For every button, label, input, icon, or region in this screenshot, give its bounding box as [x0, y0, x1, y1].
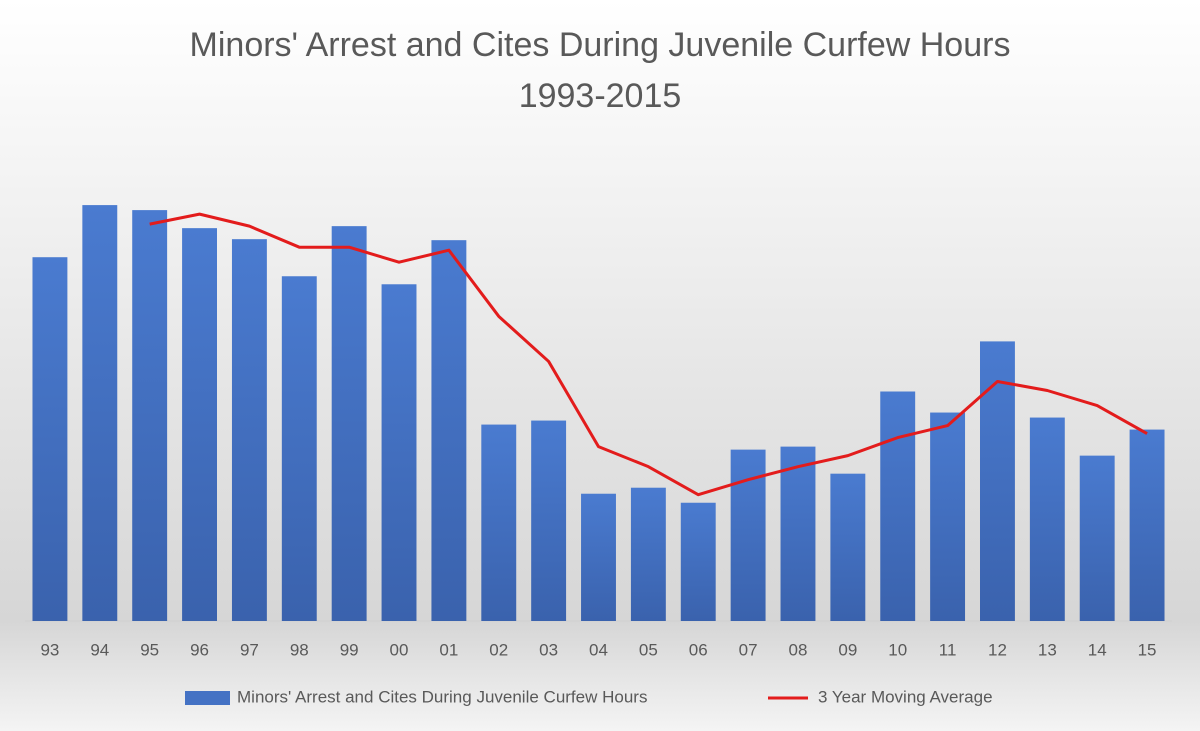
bar: [381, 284, 417, 621]
bar: [481, 424, 517, 621]
bar: [630, 487, 666, 621]
x-tick-label: 13: [1038, 640, 1057, 659]
legend-label: Minors' Arrest and Cites During Juvenile…: [237, 687, 647, 706]
legend-swatch: [185, 691, 230, 705]
bar: [431, 240, 467, 621]
line: [149, 212, 1148, 497]
x-tick-label: 15: [1138, 640, 1157, 659]
x-tick-label: 99: [340, 640, 359, 659]
x-tick-label: 08: [789, 640, 808, 659]
x-tick-label: 02: [489, 640, 508, 659]
x-tick-label: 93: [40, 640, 59, 659]
x-tick-label: 04: [589, 640, 608, 659]
bar: [980, 341, 1015, 621]
bar: [1129, 429, 1165, 621]
bar: [830, 473, 866, 621]
bar: [531, 420, 567, 621]
x-tick-label: 03: [539, 640, 558, 659]
x-tick-label: 97: [240, 640, 259, 659]
x-tick-label: 94: [90, 640, 109, 659]
x-tick-label: 00: [390, 640, 409, 659]
bar: [1029, 417, 1065, 621]
x-tick-label: 95: [140, 640, 159, 659]
chart-title: Minors' Arrest and Cites During Juvenile…: [190, 26, 1011, 64]
bar: [32, 257, 68, 621]
bar: [331, 226, 367, 621]
x-tick-label: 10: [888, 640, 907, 659]
bar: [132, 210, 168, 621]
bar: [581, 493, 616, 621]
chart-subtitle: 1993-2015: [519, 77, 682, 115]
x-tick-label: 07: [739, 640, 758, 659]
bar: [182, 228, 217, 621]
x-tick-label: 96: [190, 640, 209, 659]
x-tick-label: 01: [439, 640, 458, 659]
legend-label: 3 Year Moving Average: [818, 687, 993, 706]
bar: [680, 502, 716, 621]
bar: [880, 391, 916, 621]
x-tick-label: 05: [639, 640, 658, 659]
x-tick-label: 98: [290, 640, 309, 659]
bar: [231, 239, 267, 621]
bar: [1079, 455, 1115, 621]
x-tick-label: 09: [838, 640, 857, 659]
bar: [930, 412, 966, 621]
bar: [780, 446, 816, 621]
x-tick-label: 12: [988, 640, 1007, 659]
bar: [82, 205, 118, 621]
bar: [281, 276, 317, 621]
x-tick-label: 11: [939, 640, 957, 659]
x-tick-label: 06: [689, 640, 708, 659]
x-tick-label: 14: [1088, 640, 1107, 659]
